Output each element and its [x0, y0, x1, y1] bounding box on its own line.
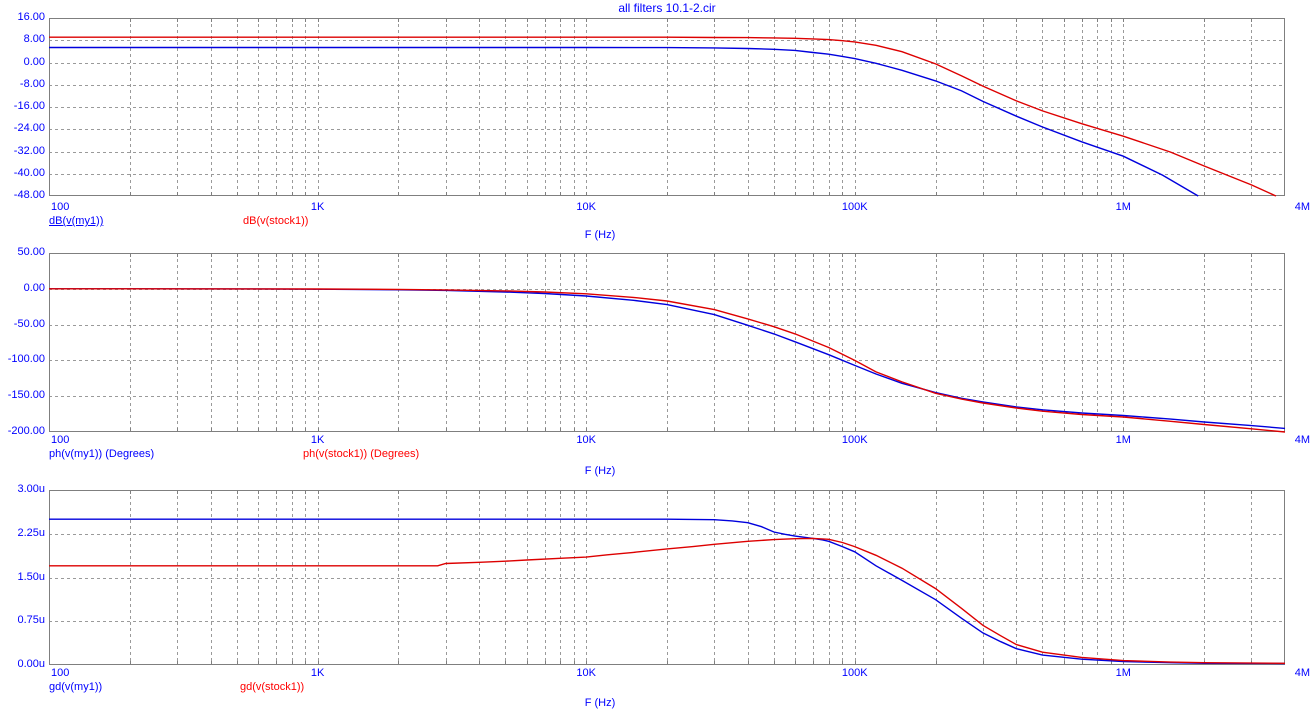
trace-label-db-my1[interactable]: dB(v(my1)) [49, 215, 104, 227]
x-tick-label: 4M [1294, 667, 1310, 679]
y-tick-label: -100.00 [7, 353, 45, 366]
plot-frame [49, 490, 1285, 665]
x-tick-label: 10K [576, 201, 596, 213]
y-tick-label: -150.00 [7, 389, 45, 402]
axis-tick-marks [130, 490, 1252, 665]
y-tick-label: 1.50u [17, 570, 45, 583]
trace-dB(v(my1))[interactable] [49, 46, 1199, 197]
plot-title: all filters 10.1-2.cir [618, 1, 716, 15]
x-tick-label: 100K [841, 434, 868, 446]
y-tick-label: -50.00 [13, 317, 45, 330]
x-tick-label: 10K [576, 434, 596, 446]
x-tick-label: 1K [310, 201, 325, 213]
trace-gd(v(stock1))[interactable] [49, 537, 1286, 664]
y-tick-label: 3.00u [17, 483, 45, 495]
trace-dB(v(stock1))[interactable] [49, 36, 1277, 197]
y-tick-label: -40.00 [13, 166, 45, 179]
grid-lines [49, 18, 1285, 196]
y-tick-label: 50.00 [17, 246, 45, 258]
grid-lines [49, 490, 1285, 665]
y-tick-label: 2.25u [17, 526, 45, 539]
x-tick-label: 1M [1115, 667, 1131, 679]
y-tick-label: -200.00 [7, 425, 45, 437]
trace-label-ph-my1[interactable]: ph(v(my1)) (Degrees) [49, 448, 155, 460]
y-tick-label: 8.00 [23, 33, 45, 46]
x-tick-label: 1K [310, 667, 325, 679]
y-tick-label: -16.00 [13, 100, 45, 112]
y-tick-label: -32.00 [13, 144, 45, 157]
magnitude-x-axis-label: F (Hz) [584, 229, 616, 241]
x-tick-label: 100 [51, 667, 70, 679]
trace-label-gd-stock1[interactable]: gd(v(stock1)) [240, 681, 305, 693]
x-tick-label: 100K [841, 201, 868, 213]
y-tick-label: -24.00 [13, 122, 45, 135]
y-tick-label: 0.00 [23, 281, 45, 294]
axis-tick-marks [130, 253, 1252, 432]
trace-ph(v(my1)) (Degrees)[interactable] [48, 288, 1286, 430]
trace-label-gd-my1[interactable]: gd(v(my1)) [49, 681, 103, 693]
y-tick-label: -48.00 [13, 189, 45, 201]
y-tick-label: 16.00 [17, 11, 45, 23]
x-tick-label: 10K [576, 667, 596, 679]
x-tick-label: 1M [1115, 201, 1131, 213]
group-delay-x-axis-label: F (Hz) [584, 697, 616, 709]
magnitude-plot [49, 18, 1285, 197]
x-tick-label: 100 [51, 201, 70, 213]
x-tick-label: 100 [51, 434, 70, 446]
phase-x-axis-label: F (Hz) [584, 465, 616, 477]
y-tick-label: 0.75u [17, 614, 45, 627]
y-tick-label: -8.00 [19, 77, 45, 90]
y-tick-label: 0.00 [23, 55, 45, 68]
x-tick-label: 1K [310, 434, 325, 446]
x-tick-label: 4M [1294, 434, 1310, 446]
trace-ph(v(stock1)) (Degrees)[interactable] [48, 288, 1286, 433]
group-delay-plot [49, 490, 1286, 665]
x-tick-label: 100K [841, 667, 868, 679]
plot-frame [49, 253, 1285, 432]
trace-label-db-stock1[interactable]: dB(v(stock1)) [243, 215, 309, 227]
grid-lines [49, 253, 1285, 432]
plot-frame [49, 18, 1285, 196]
trace-gd(v(my1))[interactable] [49, 518, 1286, 665]
x-tick-label: 4M [1294, 201, 1310, 213]
phase-plot [48, 253, 1286, 433]
y-tick-label: 0.00u [17, 658, 45, 670]
x-tick-label: 1M [1115, 434, 1131, 446]
trace-label-ph-stock1[interactable]: ph(v(stock1)) (Degrees) [303, 448, 420, 460]
